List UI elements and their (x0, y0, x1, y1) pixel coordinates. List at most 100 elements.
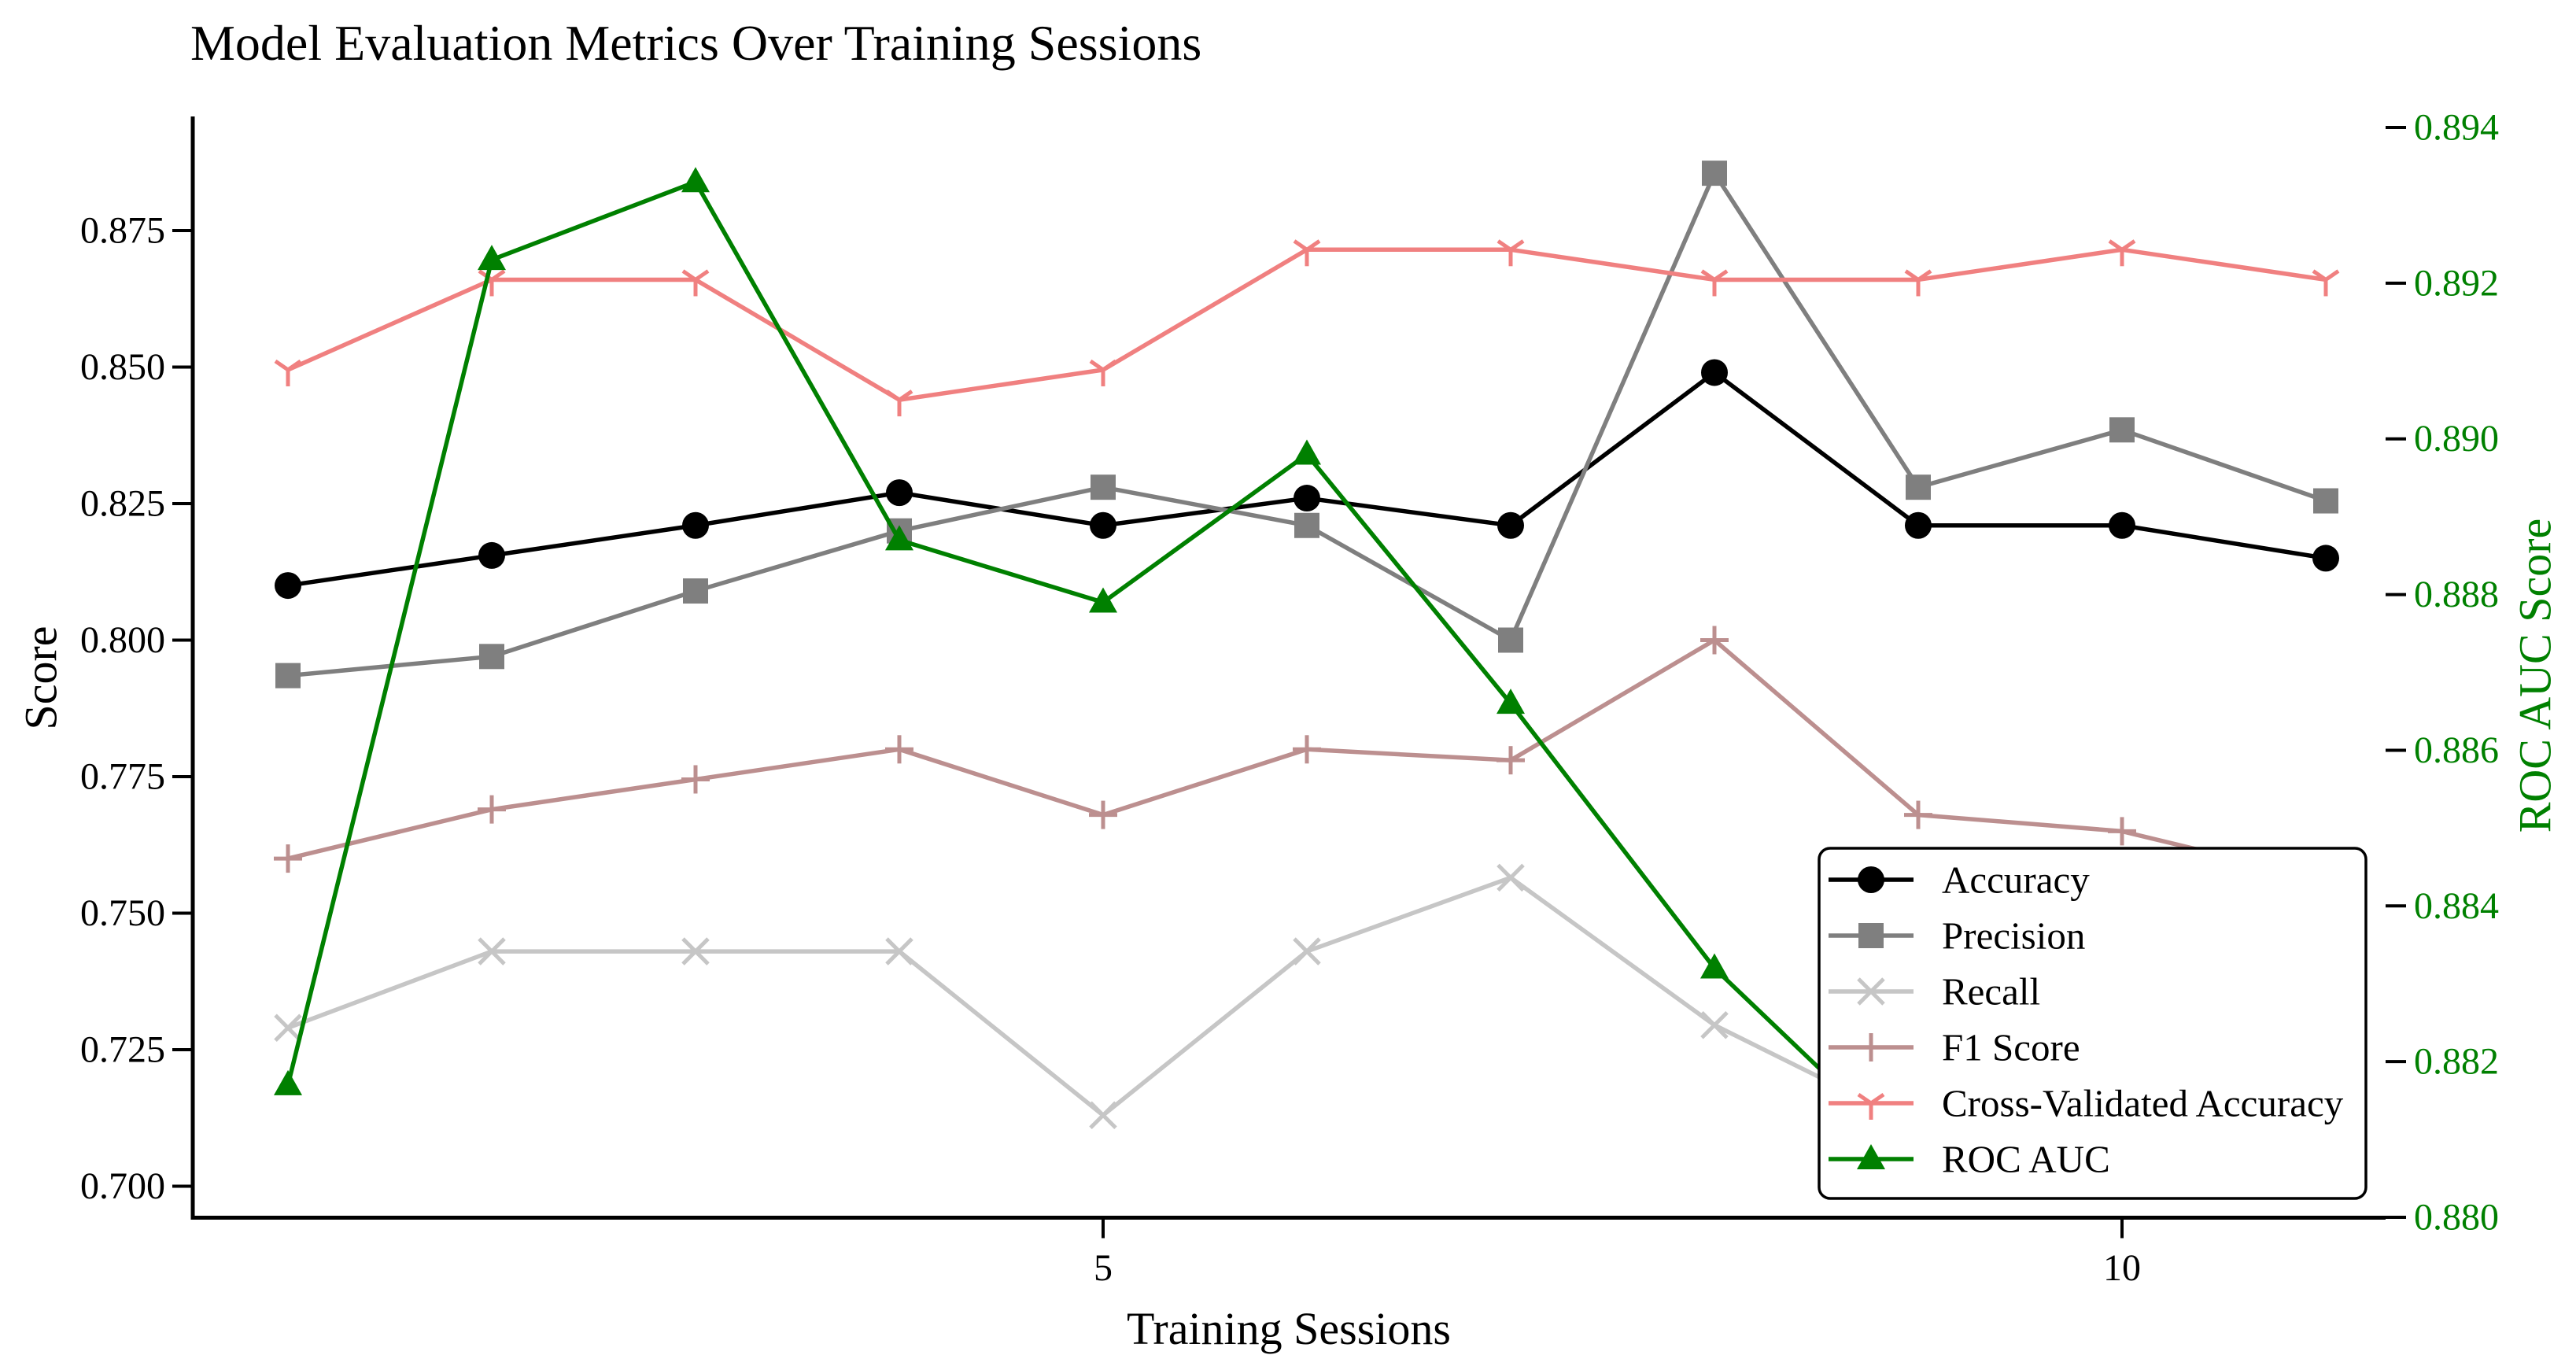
left-tick-label: 0.750 (80, 892, 165, 934)
legend-label: Precision (1942, 914, 2085, 958)
marker-triangle (274, 1069, 302, 1095)
right-tick-label: 0.886 (2414, 729, 2499, 771)
left-tick-label: 0.875 (80, 210, 165, 252)
marker-plus (1904, 800, 1932, 829)
marker-triangle (478, 245, 506, 271)
marker-square (1858, 923, 1884, 948)
marker-x (478, 937, 506, 965)
marker-plus (2108, 817, 2136, 846)
marker-circle (1090, 511, 1116, 539)
marker-plus (1700, 626, 1729, 655)
marker-tri_down (1904, 269, 1932, 297)
left-tick-label: 0.700 (80, 1165, 165, 1207)
marker-square (2109, 417, 2135, 443)
marker-plus (274, 844, 302, 873)
y-axis-label-right: ROC AUC Score (2509, 518, 2561, 833)
marker-tri_down (274, 359, 302, 386)
marker-square (1498, 627, 1523, 653)
x-tick-label: 5 (1094, 1247, 1113, 1289)
legend-label: F1 Score (1942, 1026, 2080, 1069)
marker-circle (1497, 511, 1524, 539)
series-accuracy (275, 359, 2339, 600)
legend-box (1818, 847, 2367, 1200)
marker-plus (1293, 735, 1321, 764)
marker-plus (478, 795, 506, 824)
marker-plus (1857, 1033, 1885, 1061)
marker-square (1091, 474, 1116, 500)
marker-triangle (1089, 587, 1117, 613)
marker-circle (478, 541, 505, 569)
marker-circle (886, 479, 913, 507)
marker-circle (682, 511, 709, 539)
series-precision (275, 161, 2338, 689)
marker-x (1497, 863, 1525, 892)
x-axis-label: Training Sessions (1126, 1303, 1451, 1354)
legend-label: Accuracy (1942, 858, 2090, 902)
marker-tri_down (1497, 239, 1525, 267)
marker-triangle (681, 167, 710, 193)
marker-plus (1089, 800, 1117, 829)
marker-tri_down (681, 269, 710, 297)
legend-label: Recall (1942, 970, 2040, 1013)
marker-triangle (1497, 689, 1525, 714)
right-tick-label: 0.882 (2414, 1041, 2499, 1083)
marker-tri_down (1700, 269, 1729, 297)
marker-x (885, 937, 913, 965)
legend-item-cross-validated-accuracy: Cross-Validated Accuracy (1829, 1082, 2344, 1125)
axes: 0.875 0.850 0.825 0.800 0.775 0.750 0.725 0.700… (80, 107, 2499, 1290)
legend-label: ROC AUC (1942, 1138, 2110, 1181)
left-tick-label: 0.800 (80, 619, 165, 661)
marker-tri_down (1293, 239, 1321, 267)
marker-tri_down (478, 269, 506, 297)
marker-plus (1497, 746, 1525, 775)
right-tick-label: 0.890 (2414, 418, 2499, 460)
marker-circle (1858, 866, 1884, 893)
marker-circle (1294, 485, 1320, 512)
marker-square (1702, 161, 1727, 186)
marker-triangle (1700, 953, 1729, 979)
marker-square (2313, 488, 2338, 514)
series-line (286, 247, 2327, 402)
marker-circle (1701, 359, 1728, 386)
right-tick-label: 0.892 (2414, 262, 2499, 304)
left-tick-label: 0.775 (80, 756, 165, 798)
marker-triangle (885, 525, 913, 551)
right-tick-label: 0.894 (2414, 107, 2499, 149)
marker-triangle (1293, 439, 1321, 465)
marker-tri_down (1089, 359, 1117, 386)
legend-item-precision: Precision (1829, 914, 2085, 958)
marker-x (1700, 1011, 1729, 1039)
marker-square (1906, 474, 1931, 500)
series-cross-validated-accuracy (274, 239, 2340, 417)
chart-title: Model Evaluation Metrics Over Training S… (190, 15, 1202, 71)
marker-square (1294, 512, 1319, 538)
marker-plus (885, 735, 913, 764)
marker-tri_down (885, 390, 913, 417)
right-tick-label: 0.884 (2414, 885, 2499, 927)
left-tick-label: 0.825 (80, 483, 165, 525)
legend-item-roc-auc: ROC AUC (1829, 1138, 2110, 1181)
y-axis-label-left: Score (15, 626, 67, 730)
marker-circle (1905, 511, 1932, 539)
left-tick-label: 0.850 (80, 346, 165, 388)
marker-x (1293, 937, 1321, 965)
right-tick-label: 0.888 (2414, 574, 2499, 615)
marker-tri_down (1857, 1092, 1885, 1120)
legend-label: Cross-Validated Accuracy (1942, 1082, 2344, 1125)
legend: Accuracy Precision Recall F1 Score Cross-Val… (1818, 847, 2367, 1200)
legend-item-recall: Recall (1829, 970, 2040, 1013)
left-tick-label: 0.725 (80, 1029, 165, 1071)
legend-item-accuracy: Accuracy (1829, 858, 2090, 902)
marker-x (1089, 1101, 1117, 1130)
marker-plus (681, 765, 710, 794)
marker-circle (2312, 545, 2339, 572)
marker-triangle (1857, 1144, 1885, 1169)
marker-x (274, 1013, 302, 1043)
series-line (287, 370, 2327, 588)
marker-circle (2109, 511, 2135, 539)
x-tick-label: 10 (2103, 1247, 2141, 1289)
marker-x (1857, 977, 1885, 1006)
marker-circle (275, 572, 301, 600)
